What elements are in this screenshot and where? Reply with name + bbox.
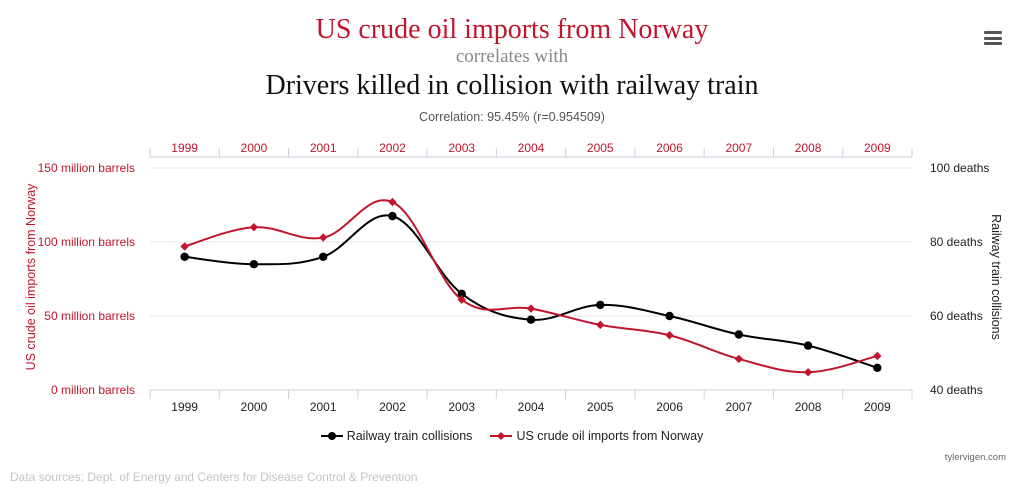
legend-label-oil: US crude oil imports from Norway [516,429,704,443]
right-tick-label: 100 deaths [930,161,989,175]
legend: Railway train collisions US crude oil im… [0,429,1024,443]
legend-item-railway[interactable]: Railway train collisions [320,429,473,443]
x-tick-label-top: 2008 [795,141,822,155]
left-tick-label: 50 million barrels [44,309,135,323]
x-tick-label-bottom: 2000 [241,400,268,414]
x-tick-label-bottom: 2008 [795,400,822,414]
railway-collisions-point [734,330,744,339]
x-tick-label-bottom: 2001 [310,400,337,414]
hamburger-menu-icon[interactable] [984,31,1002,45]
left-axis-title: US crude oil imports from Norway [24,183,38,371]
x-tick-label-top: 2000 [241,141,268,155]
x-tick-label-top: 2006 [656,141,683,155]
oil-imports-point [526,304,536,313]
oil-imports-point [596,320,605,330]
x-tick-label-bottom: 2003 [448,400,475,414]
oil-imports-point [734,354,744,364]
railway-collisions-point [388,211,397,221]
x-tick-label-bottom: 2005 [587,400,614,414]
railway-collisions-point [457,289,466,298]
oil-imports-line [184,199,878,374]
railway-collisions-point [318,252,328,261]
chart-subtitle-connector: correlates with [455,46,569,67]
chart-title: US crude oil imports from Norway [315,14,709,45]
data-sources-note: Data sources: Dept. of Energy and Center… [10,470,418,484]
legend-circle-marker-icon [320,432,343,440]
x-tick-label-top: 2002 [379,141,406,155]
oil-imports-point [180,242,189,251]
x-tick-label-bottom: 2002 [379,400,406,414]
x-tick-label-top: 2007 [725,141,752,155]
right-tick-label: 60 deaths [930,309,983,323]
axes: 0 million barrels 50 million barrels 100 m… [24,141,1003,414]
railway-collisions-point [665,311,674,321]
left-tick-label: 0 million barrels [51,383,135,397]
correlation-label: Correlation: 95.45% (r=0.954509) [419,110,605,124]
series [180,197,882,377]
railway-collisions-point [803,341,813,350]
x-tick-label-top: 2005 [587,141,614,155]
right-tick-label: 80 deaths [930,235,983,249]
x-tick-label-bottom: 2007 [725,400,752,414]
x-tick-label-bottom: 1999 [171,400,198,414]
x-tick-label-bottom: 2009 [864,400,891,414]
chart-title-secondary: Drivers killed in collision with railway… [265,70,759,101]
legend-item-oil[interactable]: US crude oil imports from Norway [490,429,703,443]
oil-imports-point [249,223,259,232]
gridlines [150,167,912,317]
railway-collisions-line [184,214,878,369]
railway-collisions-point [249,260,259,269]
oil-imports-point [318,233,328,242]
left-tick-label: 150 million barrels [38,161,135,175]
credit-link[interactable]: tylervigen.com [944,452,1006,463]
oil-imports-point [873,351,882,361]
railway-collisions-point [180,252,189,261]
x-tick-label-top: 2004 [518,141,545,155]
legend-diamond-marker-icon [490,432,513,440]
x-tick-label-bottom: 2006 [656,400,683,414]
x-tick-label-top: 2001 [310,141,337,155]
railway-collisions-point [873,363,882,372]
oil-imports-point [388,197,397,207]
dual-axis-line-chart: 0 million barrels 50 million barrels 100 m… [24,141,1003,414]
right-axis-title: Railway train collisions [989,214,1003,340]
railway-collisions-point [596,300,605,310]
legend-label-railway: Railway train collisions [346,429,473,443]
left-tick-label: 100 million barrels [38,235,135,249]
railway-collisions-point [526,315,536,324]
x-tick-label-bottom: 2004 [518,400,545,414]
right-tick-label: 40 deaths [930,383,983,397]
x-tick-label-top: 2009 [864,141,891,155]
oil-imports-point [457,295,466,304]
oil-imports-point [665,331,674,340]
x-tick-label-top: 1999 [171,141,198,155]
oil-imports-point [803,368,813,377]
x-tick-label-top: 2003 [448,141,475,155]
